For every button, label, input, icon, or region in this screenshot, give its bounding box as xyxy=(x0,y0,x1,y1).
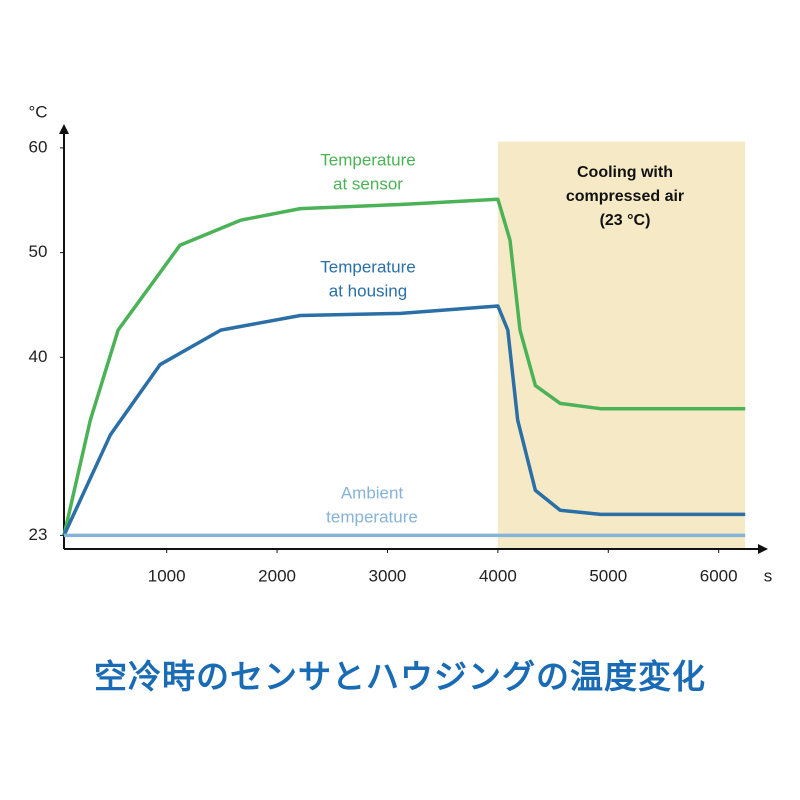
series-label: Ambient xyxy=(341,483,404,502)
x-tick-label: 6000 xyxy=(700,566,738,585)
x-tick-label: 5000 xyxy=(589,566,627,585)
series-label: Temperature xyxy=(320,257,415,276)
shaded-region xyxy=(497,141,746,549)
series-label: Temperature xyxy=(320,150,415,169)
series-line xyxy=(62,304,746,537)
chart: °C s Cooling with compressed air (23 °C) 10… xyxy=(28,102,773,585)
region-label: Cooling with xyxy=(577,164,673,181)
x-arrow xyxy=(758,544,768,554)
caption: 空冷時のセンサとハウジングの温度変化 xyxy=(94,657,706,696)
y-unit: °C xyxy=(28,102,47,121)
y-tick-label: 40 xyxy=(29,347,48,366)
y-tick-label: 23 xyxy=(29,525,48,544)
region-label: (23 °C) xyxy=(600,212,651,229)
y-tick-label: 50 xyxy=(29,242,48,261)
series-label: at housing xyxy=(329,281,407,300)
series-label: temperature xyxy=(326,507,418,526)
x-tick-label: 4000 xyxy=(479,566,517,585)
x-tick-label: 1000 xyxy=(148,566,186,585)
x-tick-label: 2000 xyxy=(258,566,296,585)
x-tick-label: 3000 xyxy=(369,566,407,585)
series-label: at sensor xyxy=(333,174,403,193)
y-tick-label: 60 xyxy=(29,137,48,156)
x-unit: s xyxy=(764,566,773,585)
y-arrow xyxy=(59,124,69,134)
region-label: compressed air xyxy=(566,188,684,205)
series-line xyxy=(62,197,746,536)
